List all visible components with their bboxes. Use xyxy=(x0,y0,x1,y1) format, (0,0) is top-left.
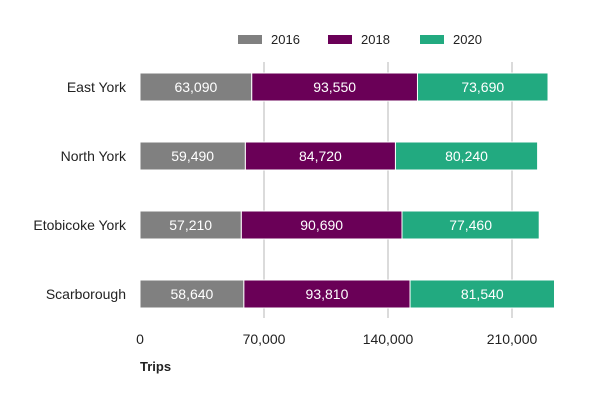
data-label: 63,090 xyxy=(174,79,217,95)
legend-swatch xyxy=(238,35,262,44)
bar-segment-2018 xyxy=(251,72,418,102)
bar-segment-2020 xyxy=(394,141,539,171)
bars: 63,090 93,550 73,690 59,490 84,720 80,240 57,2… xyxy=(139,72,555,309)
legend-label: 2018 xyxy=(361,32,390,47)
bar-segment-2016 xyxy=(139,141,246,171)
x-axis-title: Trips xyxy=(140,359,171,374)
data-label: 57,210 xyxy=(169,217,212,233)
x-tick-label: 140,000 xyxy=(363,331,414,347)
data-label: 59,490 xyxy=(171,148,214,164)
data-label: 80,240 xyxy=(445,148,488,164)
legend-label: 2016 xyxy=(271,32,300,47)
gridlines xyxy=(263,62,513,318)
data-label: 58,640 xyxy=(171,286,214,302)
category-label: Scarborough xyxy=(46,286,126,302)
data-label: 93,550 xyxy=(313,79,356,95)
category-label: North York xyxy=(61,148,127,164)
legend-item-2016: 2016 xyxy=(238,32,300,47)
legend-swatch xyxy=(328,35,352,44)
data-label: 90,690 xyxy=(300,217,343,233)
bar-segment-2020 xyxy=(416,72,549,102)
category-label: East York xyxy=(67,79,127,95)
x-tick-label: 0 xyxy=(136,331,144,347)
category-label: Etobicoke York xyxy=(33,217,127,233)
category-labels: East York North York Etobicoke York Scarbor… xyxy=(33,79,127,302)
legend-label: 2020 xyxy=(453,32,482,47)
legend-item-2018: 2018 xyxy=(328,32,390,47)
bar-segment-2016 xyxy=(139,279,245,309)
bar-segment-2018 xyxy=(240,210,403,240)
bar-segment-2020 xyxy=(401,210,540,240)
x-tick-labels: 0 70,000 140,000 210,000 xyxy=(136,331,537,347)
bar-segment-2018 xyxy=(243,279,411,309)
x-tick-label: 70,000 xyxy=(243,331,286,347)
data-label: 77,460 xyxy=(449,217,492,233)
legend-swatch xyxy=(420,35,444,44)
data-label: 93,810 xyxy=(306,286,349,302)
x-tick-label: 210,000 xyxy=(487,331,538,347)
bar-segment-2020 xyxy=(409,279,555,309)
bar-segment-2016 xyxy=(139,72,253,102)
legend-item-2020: 2020 xyxy=(420,32,482,47)
data-label: 73,690 xyxy=(461,79,504,95)
legend: 2016 2018 2020 xyxy=(238,32,482,47)
data-label: 84,720 xyxy=(299,148,342,164)
data-label: 81,540 xyxy=(461,286,504,302)
bar-segment-2018 xyxy=(244,141,396,171)
